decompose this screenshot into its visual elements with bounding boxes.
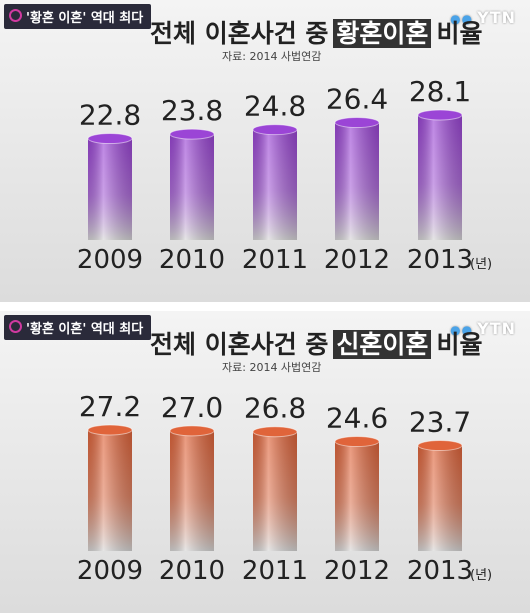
source: 자료: 2014 사법연감 [222,50,322,63]
bar-shade [88,138,132,240]
logo: YTN [450,319,516,338]
value-label: 27.0 [161,391,223,424]
x-tick-label: 2012 [324,245,390,275]
title-highlight: 신혼이혼 [333,330,432,359]
bar-cap [87,424,133,436]
value-label: 26.8 [244,392,306,425]
bar-shade [335,122,379,240]
bar-shade [170,430,214,551]
badge: '황혼 이혼' 역대 최다 [4,315,152,340]
badge: '황혼 이혼' 역대 최다 [4,4,152,29]
chart-title: 전체 이혼사건 중 신혼이혼 비율 [150,325,482,361]
bar-shade [335,441,379,551]
x-tick-label: 2009 [77,556,143,586]
title-highlight: 황혼이혼 [333,19,432,48]
x-tick-label: 2011 [242,245,308,275]
value-label: 23.8 [161,94,223,127]
bar-shade [418,445,462,551]
title-suffix: 비율 [436,330,483,359]
chart: 22.8 2009 23.8 2010 24.8 2011 26.4 2012 28.1 2013… [77,75,492,275]
bar-shade [253,431,297,551]
bar-cap [87,133,133,145]
bar-cap [417,440,463,452]
x-tick-label: 2012 [324,556,390,586]
bar-shade [418,114,462,240]
bar-cap [334,436,380,448]
chart-title: 전체 이혼사건 중 황혼이혼 비율 [150,14,482,50]
x-unit: (년) [470,568,492,583]
value-label: 26.4 [326,83,388,116]
x-tick-label: 2013 [407,245,473,275]
value-label: 28.1 [409,75,471,108]
title-text: 전체 이혼사건 중 [150,330,329,359]
bar-shade [253,129,297,240]
bar-cap [252,124,298,136]
x-tick-label: 2013 [407,556,473,586]
x-tick-label: 2011 [242,556,308,586]
bar-cap [334,117,380,129]
title-text: 전체 이혼사건 중 [150,19,329,48]
logo: YTN [450,8,516,27]
value-label: 23.7 [409,406,471,439]
chart: 27.2 2009 27.0 2010 26.8 2011 24.6 2012 23.7 2013… [77,390,492,586]
title-suffix: 비율 [436,19,483,48]
bar-shade [170,134,214,240]
bar-cap [417,109,463,121]
x-tick-label: 2010 [159,245,225,275]
source: 자료: 2014 사법연감 [222,361,322,374]
x-unit: (년) [470,257,492,272]
value-label: 27.2 [79,390,141,423]
bar-cap [252,426,298,438]
value-label: 24.6 [326,402,388,435]
value-label: 24.8 [244,90,306,123]
bar-cap [169,128,215,140]
bar-shade [88,429,132,551]
x-tick-label: 2009 [77,245,143,275]
bar-cap [169,425,215,437]
x-tick-label: 2010 [159,556,225,586]
value-label: 22.8 [79,99,141,132]
